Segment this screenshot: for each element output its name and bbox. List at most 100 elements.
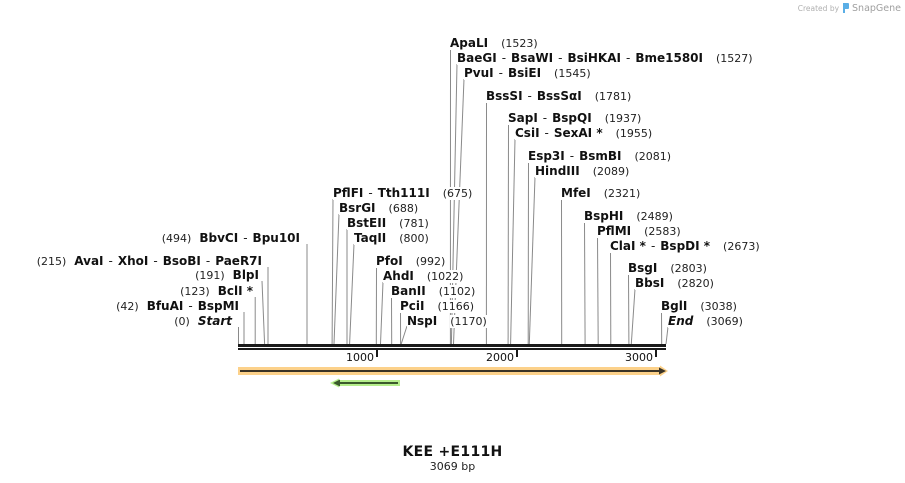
enzyme-name[interactable]: BstEII (347, 216, 387, 230)
enzyme-name[interactable]: BspDI * (660, 239, 711, 253)
site-label-pcii[interactable]: PciI (1166) (400, 298, 475, 313)
enzyme-name[interactable]: BclI * (217, 284, 253, 298)
site-position: (3038) (700, 300, 737, 313)
ruler-tick-1000 (376, 350, 378, 357)
enzyme-name[interactable]: PflFI (333, 186, 364, 200)
enzyme-name[interactable]: TaqII (354, 231, 387, 245)
enzyme-separator: - (496, 51, 512, 65)
enzyme-name[interactable]: PflMI (597, 224, 632, 238)
enzyme-name[interactable]: PvuI (464, 66, 494, 80)
site-label-esp3i[interactable]: Esp3I - BsmBI (2081) (528, 148, 672, 163)
enzyme-name[interactable]: BsgI (628, 261, 658, 275)
enzyme-name[interactable]: NspI (407, 314, 438, 328)
site-label-pflfi[interactable]: PflFI - Tth111I (675) (333, 185, 473, 200)
site-label-bsrgi[interactable]: BsrGI (688) (339, 200, 419, 215)
enzyme-name[interactable]: PaeR7I (215, 254, 262, 268)
enzyme-name[interactable]: BbvCI (199, 231, 239, 245)
enzyme-name[interactable]: HindIII (535, 164, 580, 178)
site-label-hindiii[interactable]: HindIII (2089) (535, 163, 630, 178)
terminus-label[interactable]: Start (197, 314, 232, 328)
enzyme-name[interactable]: SexAI * (553, 126, 603, 140)
site-label-clai[interactable]: ClaI * - BspDI * (2673) (610, 238, 760, 253)
site-label-start[interactable]: (0) Start (174, 313, 232, 328)
enzyme-name[interactable]: CsiI (515, 126, 540, 140)
enzyme-name[interactable]: BglI (661, 299, 688, 313)
watermark-prefix: Created by (797, 3, 840, 13)
enzyme-name[interactable]: XhoI (117, 254, 149, 268)
site-label-banii[interactable]: BanII (1102) (391, 283, 476, 298)
connector-csii (510, 138, 516, 345)
site-label-mfei[interactable]: MfeI (2321) (561, 185, 641, 200)
feature-forward-arrow[interactable] (238, 365, 668, 377)
site-label-nspi[interactable]: NspI (1170) (407, 313, 487, 328)
site-label-csii[interactable]: CsiI - SexAI * (1955) (515, 125, 653, 140)
enzyme-name[interactable]: BaeGI (457, 51, 497, 65)
enzyme-name[interactable]: AhdI (383, 269, 414, 283)
enzyme-name[interactable]: BspMI (197, 299, 239, 313)
site-label-bgli[interactable]: BglI (3038) (661, 298, 737, 313)
site-position: (1955) (615, 127, 653, 140)
enzyme-name[interactable]: BssSαI (536, 89, 582, 103)
site-position: (1022) (426, 270, 464, 283)
enzyme-name[interactable]: Tth111I (377, 186, 430, 200)
site-label-ahdi[interactable]: AhdI (1022) (383, 268, 464, 283)
sequence-ruler[interactable] (238, 344, 666, 357)
enzyme-name[interactable]: Bme1580I (635, 51, 703, 65)
enzyme-name[interactable]: PciI (400, 299, 425, 313)
enzyme-name[interactable]: BssSI (486, 89, 523, 103)
site-label-pvui[interactable]: PvuI - BsiEI (1545) (464, 65, 591, 80)
feature-reverse-arrow[interactable] (330, 378, 400, 388)
enzyme-separator: - (200, 254, 216, 268)
site-label-bbvci[interactable]: (494) BbvCI - Bpu10I (161, 230, 300, 245)
terminus-label[interactable]: End (668, 314, 694, 328)
site-position: (0) (174, 315, 190, 328)
site-label-bsssi[interactable]: BssSI - BssSαI (1781) (486, 88, 632, 103)
site-label-avai[interactable]: (215) AvaI - XhoI - BsoBI - PaeR7I (36, 253, 262, 268)
enzyme-name[interactable]: SapI (508, 111, 538, 125)
site-label-bsteii[interactable]: BstEII (781) (347, 215, 429, 230)
ruler-label-1000: 1000 (346, 351, 374, 364)
connector-hindiii (528, 176, 536, 345)
site-label-apali[interactable]: ApaLI (1523) (450, 35, 538, 50)
enzyme-name[interactable]: Bpu10I (252, 231, 300, 245)
site-label-bsphi[interactable]: BspHI (2489) (584, 208, 673, 223)
site-label-bsgi[interactable]: BsgI (2803) (628, 260, 707, 275)
watermark-brand: SnapGene (852, 2, 901, 14)
enzyme-name[interactable]: BsiEI (507, 66, 542, 80)
enzyme-name[interactable]: Esp3I (528, 149, 565, 163)
site-label-baegi[interactable]: BaeGI - BsaWI - BsiHKAI - Bme1580I (1527) (457, 50, 753, 65)
enzyme-name[interactable]: MfeI (561, 186, 591, 200)
enzyme-name[interactable]: BsrGI (339, 201, 376, 215)
site-label-pflmi[interactable]: PflMI (2583) (597, 223, 681, 238)
enzyme-name[interactable]: ClaI * (610, 239, 646, 253)
enzyme-separator: - (493, 66, 508, 80)
site-label-end[interactable]: End (3069) (668, 313, 743, 328)
site-position: (2089) (592, 165, 630, 178)
site-label-pfoi[interactable]: PfoI (992) (376, 253, 446, 268)
enzyme-name[interactable]: BsiHKAI (567, 51, 621, 65)
enzyme-name[interactable]: BsoBI (162, 254, 201, 268)
site-label-sapi[interactable]: SapI - BspQI (1937) (508, 110, 642, 125)
enzyme-name[interactable]: ApaLI (450, 36, 489, 50)
enzyme-separator: - (620, 51, 636, 65)
site-label-bbsi[interactable]: BbsI (2820) (635, 275, 714, 290)
site-position: (1166) (437, 300, 475, 313)
site-position: (1781) (594, 90, 632, 103)
enzyme-name[interactable]: PfoI (376, 254, 403, 268)
enzyme-name[interactable]: BspHI (584, 209, 624, 223)
enzyme-name[interactable]: BsmBI (579, 149, 622, 163)
enzyme-name[interactable]: BanII (391, 284, 426, 298)
site-position: (2489) (636, 210, 673, 223)
site-label-taqii[interactable]: TaqII (800) (354, 230, 429, 245)
enzyme-name[interactable]: BlpI (232, 268, 259, 282)
enzyme-name[interactable]: BspQI (552, 111, 592, 125)
site-label-blpi[interactable]: (191) BlpI (195, 267, 259, 282)
enzyme-name[interactable]: BsaWI (511, 51, 554, 65)
site-position: (2803) (670, 262, 707, 275)
site-label-bfuai[interactable]: (42) BfuAI - BspMI (116, 298, 239, 313)
enzyme-name[interactable]: BbsI (635, 276, 665, 290)
site-label-bcli[interactable]: (123) BclI * (180, 283, 253, 298)
enzyme-separator: - (539, 126, 554, 140)
enzyme-name[interactable]: BfuAI (146, 299, 184, 313)
enzyme-name[interactable]: AvaI (74, 254, 104, 268)
